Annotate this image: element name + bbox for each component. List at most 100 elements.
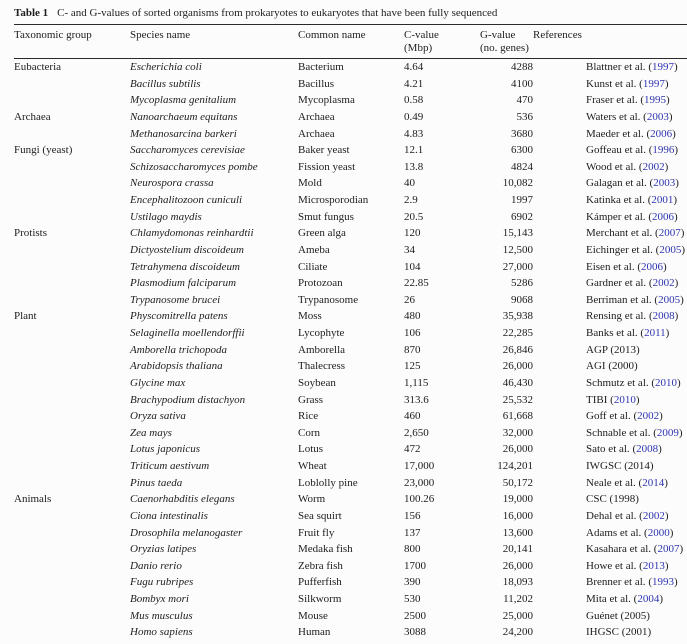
cell-species-name: Drosophila melanogaster — [130, 526, 243, 539]
reference-text: Sato et al. — [586, 443, 630, 456]
reference-year-link[interactable]: 2013 — [642, 559, 665, 572]
cell-g-value: 1997 — [511, 194, 533, 206]
cell-taxonomic-group — [14, 574, 130, 591]
reference-year-link[interactable]: 2006 — [651, 210, 674, 223]
table-row: Brachypodium distachyon Grass 313.6 25,532 T… — [14, 392, 687, 409]
cell-c-value: 800 — [404, 543, 421, 556]
cell-c-value: 0.58 — [404, 94, 424, 107]
cell-species-name: Bombyx mori — [130, 593, 189, 605]
cell-species-name: Danio rerio — [130, 559, 182, 572]
reference-year-link[interactable]: 2002 — [642, 160, 665, 173]
reference-text: CSC — [586, 493, 607, 506]
reference-year-link[interactable]: 1995 — [644, 94, 667, 107]
reference-year-link[interactable]: 2005 — [659, 243, 682, 256]
cell-taxonomic-group — [14, 591, 130, 608]
reference-year-link[interactable]: 2009 — [656, 426, 679, 439]
reference-year-link[interactable]: 1997 — [642, 77, 665, 90]
reference-text: Brenner et al. — [586, 576, 646, 589]
reference-year-link[interactable]: 2011 — [644, 327, 666, 339]
cell-g-value: 24,200 — [502, 626, 533, 639]
cell-common-name: Loblolly pine — [298, 476, 358, 489]
table-row: Selaginella moellendorffii Lycophyte 106 22… — [14, 325, 687, 342]
reference-year-link[interactable]: 2000 — [647, 526, 670, 539]
cell-taxonomic-group: Animals — [14, 493, 52, 506]
reference-year-link[interactable]: 2008 — [652, 310, 675, 323]
cell-c-value: 106 — [404, 327, 421, 339]
reference-year-link[interactable]: 1996 — [652, 144, 675, 157]
reference-year-link[interactable]: 2014 — [642, 476, 665, 489]
cell-common-name: Smut fungus — [298, 210, 354, 223]
cell-common-name: Soybean — [298, 376, 336, 389]
column-header-c-value: C-value (Mbp) — [404, 29, 439, 54]
cell-species-name: Dictyostelium discoideum — [130, 243, 244, 256]
cell-species-name: Chlamydomonas reinhardtii — [130, 227, 254, 240]
cell-g-value: 50,172 — [502, 476, 533, 489]
cell-species-name: Trypanosome brucei — [130, 293, 221, 306]
cell-common-name: Mold — [298, 177, 322, 190]
reference-year-link[interactable]: 2007 — [657, 543, 680, 556]
reference-year-link[interactable]: 2005 — [658, 293, 681, 306]
cell-c-value: 460 — [404, 410, 421, 423]
reference-text: Wood et al. — [586, 160, 637, 173]
cell-taxonomic-group — [14, 342, 130, 359]
cell-species-name: Oryzias latipes — [130, 543, 197, 556]
reference-year-link[interactable]: 2002 — [652, 277, 675, 290]
table-row: Mus musculus Mouse 2500 25,000 Guénet (2005) — [14, 608, 687, 625]
cell-taxonomic-group — [14, 392, 130, 409]
cell-g-value: 26,000 — [502, 443, 533, 456]
cell-g-value: 6902 — [511, 210, 533, 223]
cell-species-name: Pinus taeda — [130, 476, 183, 489]
reference-year-link[interactable]: 2003 — [646, 110, 669, 123]
cell-species-name: Lotus japonicus — [130, 443, 200, 456]
reference-year-link[interactable]: 2008 — [636, 443, 659, 456]
reference-year-link[interactable]: 2010 — [655, 376, 678, 389]
table-row: Homo sapiens Human 3088 24,200 IHGSC (2001) — [14, 624, 687, 641]
cell-common-name: Bacterium — [298, 61, 344, 73]
reference-year-link[interactable]: 2002 — [637, 410, 660, 423]
reference-year-link[interactable]: 2010 — [613, 393, 636, 406]
cell-species-name: Ustilago maydis — [130, 210, 202, 223]
cell-g-value: 124,201 — [497, 460, 533, 472]
cell-reference: Kasahara et al. (2007) — [586, 543, 684, 556]
reference-year-link[interactable]: 2006 — [641, 260, 663, 273]
cell-common-name: Lycophyte — [298, 327, 345, 339]
cell-reference: Fraser et al. (1995) — [586, 94, 670, 107]
cell-c-value: 12.1 — [404, 144, 424, 157]
table-row: Oryza sativa Rice 460 61,668 Goff et al. (20… — [14, 408, 687, 425]
reference-year-link[interactable]: 1993 — [651, 576, 674, 589]
organism-genome-table: Taxonomic group Species name Common name C-… — [14, 24, 687, 641]
cell-g-value: 4288 — [511, 61, 533, 73]
cell-common-name: Fission yeast — [298, 160, 356, 173]
reference-year-link[interactable]: 2007 — [658, 227, 681, 240]
cell-taxonomic-group — [14, 275, 130, 292]
cell-common-name: Mouse — [298, 609, 328, 622]
reference-year-link[interactable]: 2003 — [653, 177, 676, 190]
cell-g-value: 470 — [516, 94, 534, 107]
reference-text: Goffeau et al. — [586, 144, 646, 157]
cell-reference: Guénet (2005) — [586, 609, 650, 622]
cell-species-name: Selaginella moellendorffii — [130, 327, 245, 339]
cell-common-name: Green alga — [298, 227, 346, 240]
reference-year-link[interactable]: 1997 — [651, 61, 674, 73]
reference-year-link[interactable]: 2006 — [650, 127, 673, 140]
reference-year-link[interactable]: 2004 — [637, 593, 660, 605]
cell-common-name: Archaea — [298, 127, 335, 140]
cell-g-value: 20,141 — [502, 543, 533, 556]
reference-text: Berriman et al. — [586, 293, 652, 306]
cell-common-name: Lotus — [298, 443, 324, 456]
cell-common-name: Medaka fish — [298, 543, 353, 556]
reference-text: Waters et al. — [586, 110, 641, 123]
reference-text: Guénet — [586, 609, 618, 622]
cell-reference: CSC (1998) — [586, 493, 639, 506]
table-row: Fugu rubripes Pufferfish 390 18,093 Brenner … — [14, 574, 687, 591]
cell-taxonomic-group — [14, 192, 130, 209]
cell-taxonomic-group — [14, 358, 130, 375]
cell-g-value: 11,202 — [503, 593, 533, 605]
cell-reference: Schnable et al. (2009) — [586, 426, 683, 439]
table-row: Arabidopsis thaliana Thalecress 125 26,000 A… — [14, 358, 687, 375]
reference-text: Maeder et al. — [586, 127, 644, 140]
reference-year-link[interactable]: 2002 — [642, 509, 665, 522]
cell-taxonomic-group: Archaea — [14, 110, 51, 123]
reference-text: Fraser et al. — [586, 94, 638, 107]
reference-year-link[interactable]: 2001 — [651, 194, 674, 206]
